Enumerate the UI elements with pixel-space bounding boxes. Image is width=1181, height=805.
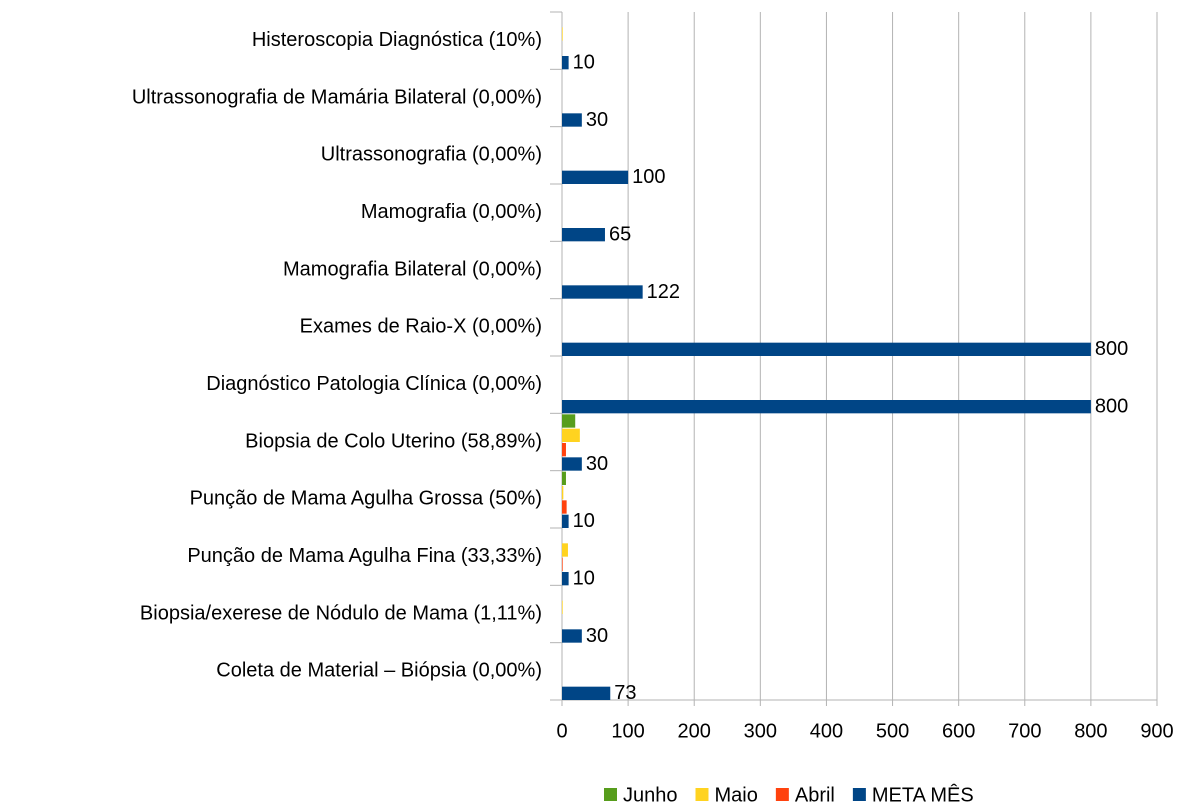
bar bbox=[562, 414, 576, 428]
data-label: 10 bbox=[573, 510, 595, 532]
x-tick-label: 500 bbox=[876, 720, 909, 742]
legend-swatch bbox=[695, 788, 709, 801]
y-tick-label: Ultrassonografia de Mamária Bilateral (0… bbox=[132, 86, 542, 108]
y-tick-label: Exames de Raio-X (0,00%) bbox=[300, 316, 542, 338]
legend-swatch bbox=[604, 788, 617, 801]
data-label: 30 bbox=[586, 453, 608, 475]
data-label: 30 bbox=[586, 109, 608, 131]
x-tick-label: 0 bbox=[556, 720, 567, 742]
data-label: 800 bbox=[1095, 395, 1128, 417]
bar bbox=[562, 600, 563, 614]
bar bbox=[562, 457, 582, 471]
legend-swatch bbox=[852, 788, 866, 801]
x-tick-label: 200 bbox=[678, 720, 711, 742]
bar bbox=[562, 228, 605, 242]
x-tick-label: 300 bbox=[744, 720, 777, 742]
bar bbox=[562, 486, 564, 500]
bar bbox=[562, 686, 611, 700]
bar bbox=[562, 285, 643, 299]
y-tick-label: Diagnóstico Patologia Clínica (0,00%) bbox=[206, 373, 542, 395]
data-label: 30 bbox=[586, 625, 608, 647]
y-tick-label: Biopsia/exerese de Nódulo de Mama (1,11%… bbox=[140, 602, 542, 624]
legend-swatch bbox=[775, 788, 789, 801]
bar bbox=[562, 56, 569, 70]
data-label: 10 bbox=[573, 51, 595, 73]
x-tick-label: 400 bbox=[810, 720, 843, 742]
data-label: 100 bbox=[632, 166, 665, 188]
bar bbox=[562, 500, 567, 514]
legend-label: Abril bbox=[795, 784, 835, 805]
bar bbox=[562, 443, 566, 457]
y-tick-label: Coleta de Material – Biópsia (0,00%) bbox=[216, 660, 542, 682]
bar bbox=[562, 27, 563, 41]
bar bbox=[562, 170, 629, 184]
y-tick-label: Punção de Mama Agulha Fina (33,33%) bbox=[187, 545, 542, 567]
bar bbox=[562, 629, 582, 643]
y-tick-label: Mamografia (0,00%) bbox=[361, 201, 542, 223]
bar bbox=[562, 428, 580, 442]
x-tick-label: 700 bbox=[1008, 720, 1041, 742]
y-tick-label: Biopsia de Colo Uterino (58,89%) bbox=[245, 430, 542, 452]
legend-label: Junho bbox=[623, 784, 678, 805]
x-tick-label: 600 bbox=[942, 720, 975, 742]
bar bbox=[562, 113, 582, 127]
legend-label: META MÊS bbox=[872, 783, 974, 805]
bar bbox=[562, 557, 563, 571]
bar bbox=[562, 514, 569, 528]
x-tick-label: 100 bbox=[611, 720, 644, 742]
y-tick-label: Mamografia Bilateral (0,00%) bbox=[283, 258, 542, 280]
data-label: 65 bbox=[609, 223, 631, 245]
data-label: 10 bbox=[573, 567, 595, 589]
data-label: 800 bbox=[1095, 338, 1128, 360]
bar bbox=[562, 471, 566, 485]
data-label: 73 bbox=[614, 682, 636, 704]
x-tick-label: 900 bbox=[1140, 720, 1173, 742]
data-label: 122 bbox=[647, 281, 680, 303]
bar bbox=[562, 342, 1091, 356]
legend-label: Maio bbox=[715, 784, 758, 805]
bar bbox=[562, 543, 568, 557]
y-tick-label: Histeroscopia Diagnóstica (10%) bbox=[252, 29, 542, 51]
y-tick-label: Punção de Mama Agulha Grossa (50%) bbox=[190, 488, 542, 510]
bar bbox=[562, 572, 569, 586]
y-tick-label: Ultrassonografia (0,00%) bbox=[321, 144, 542, 166]
bar bbox=[562, 400, 1091, 414]
x-tick-label: 800 bbox=[1074, 720, 1107, 742]
